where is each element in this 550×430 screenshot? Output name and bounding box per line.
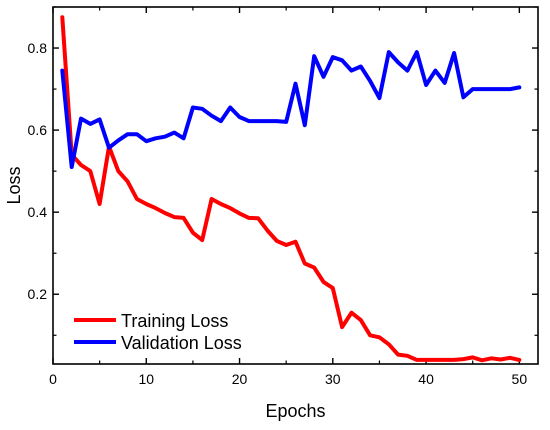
series-lines (60, 15, 522, 363)
legend-label-training: Training Loss (121, 311, 228, 331)
y-tick-label: 0.2 (28, 286, 48, 302)
y-axis-title: Loss (4, 166, 24, 204)
x-tick-label: 50 (512, 371, 528, 387)
x-tick-label: 10 (138, 371, 154, 387)
x-tick-label: 20 (232, 371, 248, 387)
series-line-validation-loss (60, 50, 522, 169)
plot-frame (52, 6, 539, 365)
x-tick-label: 30 (325, 371, 341, 387)
y-tick-label: 0.8 (28, 40, 48, 56)
legend-label-validation: Validation Loss (121, 333, 242, 353)
x-tick-label: 40 (418, 371, 434, 387)
x-axis-title: Epochs (265, 401, 325, 421)
y-tick-label: 0.6 (28, 122, 48, 138)
legend-box (69, 306, 256, 355)
y-tick-label: 0.4 (28, 204, 48, 220)
series-line-training-loss (60, 15, 522, 363)
legend: Training Loss Validation Loss (69, 306, 256, 355)
x-tick-label: 0 (49, 371, 57, 387)
